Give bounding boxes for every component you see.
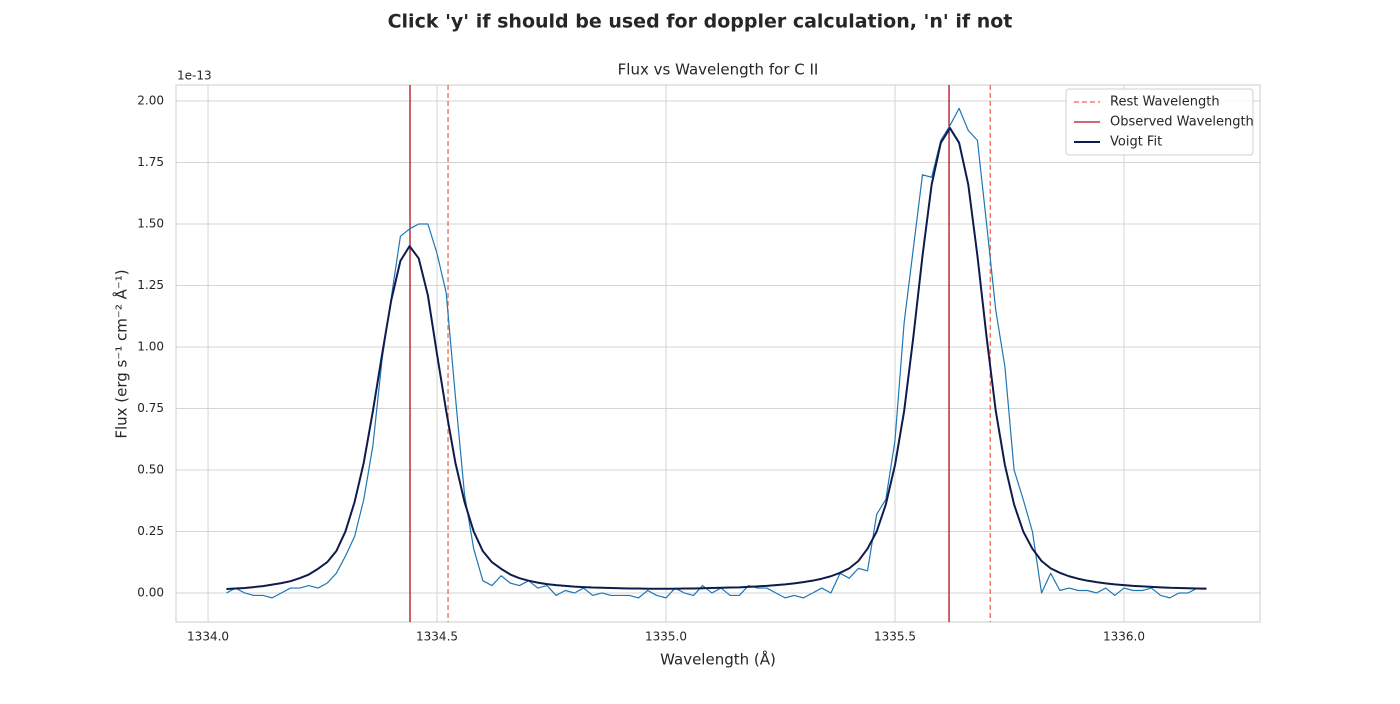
- y-tick-label: 1.50: [137, 216, 164, 230]
- line-series: [226, 127, 1207, 591]
- y-tick-label: 1.25: [137, 278, 164, 292]
- x-axis-label: Wavelength (Å): [660, 650, 776, 669]
- x-tick-label: 1334.0: [187, 630, 229, 644]
- y-tick-label: 2.00: [137, 93, 164, 107]
- x-tick-label: 1336.0: [1103, 630, 1145, 644]
- legend-box: [1065, 88, 1254, 156]
- legend-label: Rest Wavelength: [1110, 95, 1220, 110]
- y-tick-label: 1.75: [137, 155, 164, 169]
- y-tick-label: 0.75: [137, 401, 164, 415]
- y-tick-label: 0.25: [137, 524, 164, 538]
- y-offset-label: 1e-13: [177, 69, 212, 83]
- y-tick-label: 0.00: [137, 585, 164, 599]
- chart-title: Flux vs Wavelength for C II: [618, 61, 819, 79]
- y-tick-label: 1.00: [137, 339, 164, 353]
- x-tick-label: 1334.5: [416, 630, 458, 644]
- legend-label: Observed Wavelength: [1110, 115, 1254, 130]
- y-axis-label: Flux (erg s⁻¹ cm⁻² Å⁻¹): [112, 269, 131, 438]
- x-tick-label: 1335.0: [645, 630, 687, 644]
- x-tick-label: 1335.5: [874, 630, 916, 644]
- legend-label: Voigt Fit: [1110, 135, 1162, 150]
- plot-frame: [175, 84, 1261, 623]
- suptitle: Click 'y' if should be used for doppler …: [388, 11, 1013, 33]
- y-tick-label: 0.50: [137, 462, 164, 476]
